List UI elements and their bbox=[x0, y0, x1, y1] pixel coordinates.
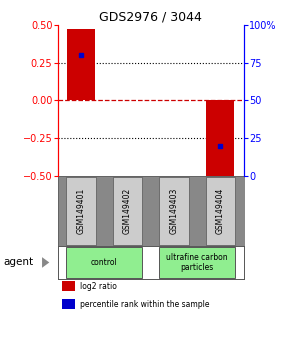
Text: ultrafine carbon
particles: ultrafine carbon particles bbox=[166, 253, 228, 272]
Title: GDS2976 / 3044: GDS2976 / 3044 bbox=[99, 11, 202, 24]
Text: GSM149404: GSM149404 bbox=[216, 188, 225, 234]
Text: control: control bbox=[91, 258, 118, 267]
Bar bbox=[62, 281, 75, 291]
Bar bbox=[206, 100, 234, 179]
Bar bbox=[113, 177, 142, 245]
Bar bbox=[206, 177, 235, 245]
Text: agent: agent bbox=[3, 257, 33, 268]
Text: percentile rank within the sample: percentile rank within the sample bbox=[80, 300, 210, 309]
Bar bbox=[66, 177, 96, 245]
Bar bbox=[159, 247, 235, 278]
Text: log2 ratio: log2 ratio bbox=[80, 281, 117, 291]
Bar bbox=[62, 299, 75, 309]
Text: GSM149401: GSM149401 bbox=[77, 188, 86, 234]
Bar bbox=[67, 29, 95, 100]
Text: GSM149402: GSM149402 bbox=[123, 188, 132, 234]
Bar bbox=[159, 177, 189, 245]
Text: GSM149403: GSM149403 bbox=[169, 188, 179, 234]
Bar bbox=[66, 247, 142, 278]
Polygon shape bbox=[42, 257, 49, 268]
